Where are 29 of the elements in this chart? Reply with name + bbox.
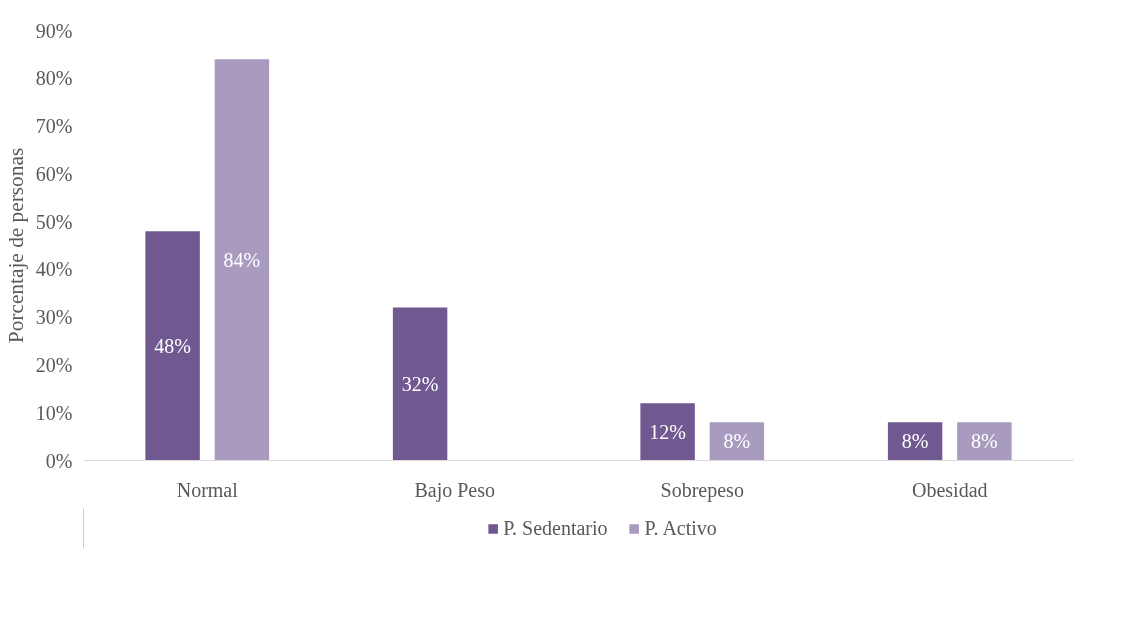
data-label: 32% — [401, 373, 439, 396]
bar — [214, 59, 270, 461]
y-tick-label: 90% — [35, 19, 73, 42]
x-tick-label: Bajo Peso — [414, 478, 496, 502]
y-tick-label: 10% — [35, 401, 73, 424]
y-tick-label: 0% — [45, 449, 73, 472]
legend-label: P. Sedentario — [503, 516, 608, 540]
y-tick-label: 80% — [35, 67, 73, 90]
x-tick-label: Obesidad — [911, 478, 988, 501]
data-label: 84% — [223, 248, 261, 271]
bar — [640, 403, 695, 461]
y-tick-label: 50% — [35, 210, 73, 233]
data-label: 8% — [901, 430, 929, 453]
data-label: 8% — [971, 430, 998, 453]
bar — [145, 231, 200, 461]
x-tick-label: Normal — [176, 478, 239, 501]
x-tick-label: Sobrepeso — [660, 478, 744, 502]
y-tick-label: 20% — [35, 353, 73, 376]
y-tick-label: 70% — [35, 115, 73, 138]
bar — [392, 307, 448, 461]
y-tick-label: 60% — [35, 162, 73, 185]
data-label: 12% — [649, 420, 686, 443]
data-label: 8% — [723, 430, 751, 453]
bar — [957, 422, 1012, 461]
y-tick-label: 40% — [35, 258, 73, 281]
y-tick-label: 30% — [35, 306, 73, 329]
legend-label: P. Activo — [644, 516, 717, 540]
data-label: 48% — [154, 334, 191, 357]
y-axis-title: Porcentaje de personas — [3, 147, 28, 344]
